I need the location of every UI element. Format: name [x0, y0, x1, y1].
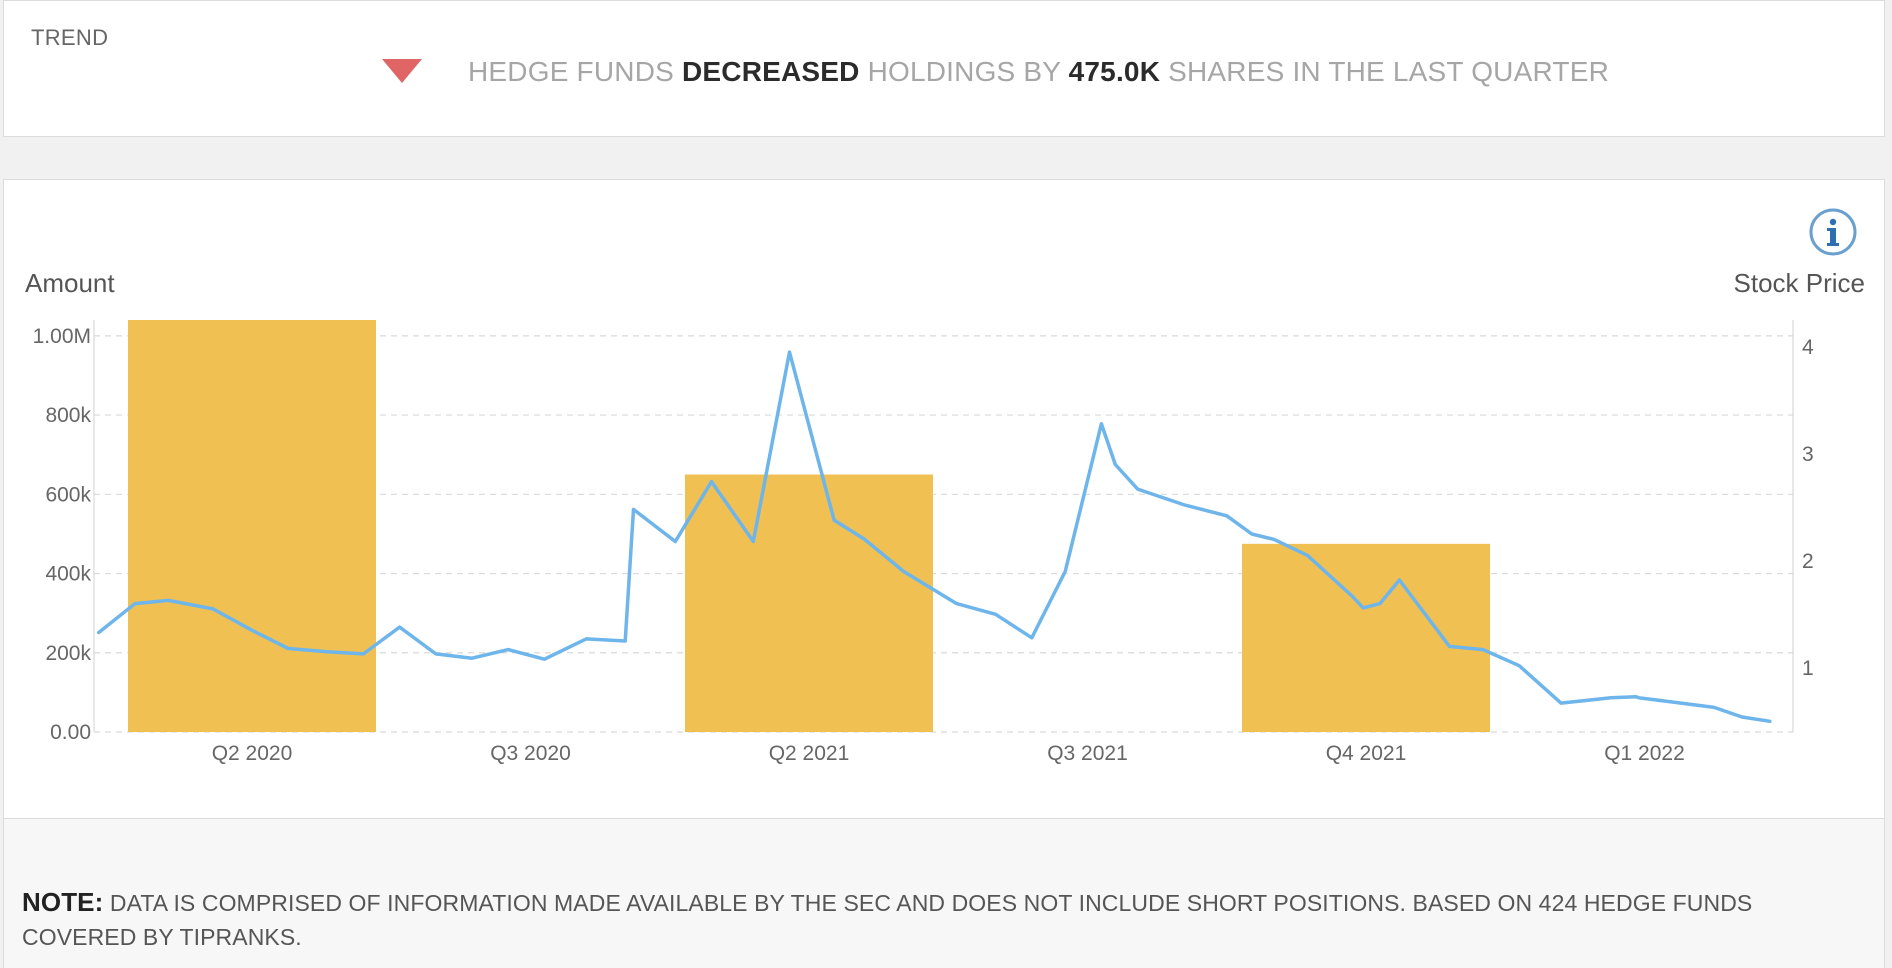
trend-suffix: SHARES IN THE LAST QUARTER [1168, 56, 1609, 87]
note-body: DATA IS COMPRISED OF INFORMATION MADE AV… [22, 890, 1753, 950]
info-icon[interactable] [1809, 208, 1857, 256]
left-tick-label: 200k [45, 642, 91, 665]
x-tick-labels: Q2 2020 Q3 2020 Q2 2021 Q3 2021 Q4 2021 Q1 20… [212, 742, 1685, 765]
trend-direction: DECREASED [681, 56, 860, 87]
right-tick-label: 3 [1802, 443, 1814, 466]
left-tick-label: 1.00M [33, 325, 91, 348]
triangle-down-icon [382, 59, 422, 83]
trend-label: TREND [31, 25, 109, 50]
trend-middle: HOLDINGS BY [867, 56, 1061, 87]
x-tick-label: Q3 2021 [1047, 742, 1128, 765]
trend-amount: 475.0K [1068, 56, 1161, 87]
x-tick-label: Q4 2021 [1326, 742, 1407, 765]
stock-price-line [97, 350, 1772, 724]
trend-summary: HEDGE FUNDS DECREASED HOLDINGS BY 475.0K… [468, 56, 1609, 88]
x-tick-label: Q2 2020 [212, 742, 293, 765]
x-tick-label: Q2 2021 [769, 742, 850, 765]
note-label: NOTE: [22, 887, 104, 917]
bar-q4-2021 [1242, 543, 1490, 732]
note-panel: NOTE: DATA IS COMPRISED OF INFORMATION M… [3, 819, 1885, 968]
trend-panel: TREND HEDGE FUNDS DECREASED HOLDINGS BY … [3, 0, 1885, 137]
right-tick-labels: 1 2 3 4 [1802, 336, 1814, 680]
x-tick-label: Q1 2022 [1604, 742, 1685, 765]
grid-lines [94, 335, 1793, 733]
left-axis-title: Amount [25, 268, 115, 298]
note-text: NOTE: DATA IS COMPRISED OF INFORMATION M… [22, 885, 1862, 954]
left-tick-label: 400k [45, 563, 91, 586]
bar-q2-2020 [128, 320, 376, 732]
right-tick-label: 4 [1802, 336, 1814, 359]
left-tick-label: 0.00 [50, 721, 91, 744]
right-tick-label: 1 [1802, 657, 1814, 680]
chart-panel: 0.00 200k 400k 600k 800k 1.00M 1 2 3 4 Q2 2020 Q3… [3, 179, 1885, 819]
x-tick-label: Q3 2020 [490, 742, 571, 765]
left-tick-label: 800k [45, 404, 91, 427]
holdings-chart: 0.00 200k 400k 600k 800k 1.00M 1 2 3 4 Q2 2020 Q3… [25, 208, 1866, 765]
right-axis-title: Stock Price [1734, 268, 1866, 298]
right-tick-label: 2 [1802, 550, 1814, 573]
bars [128, 320, 1490, 732]
trend-prefix: HEDGE FUNDS [468, 56, 674, 87]
bar-q2-2021 [685, 474, 933, 732]
left-tick-label: 600k [45, 483, 91, 506]
left-tick-labels: 0.00 200k 400k 600k 800k 1.00M [33, 325, 92, 744]
